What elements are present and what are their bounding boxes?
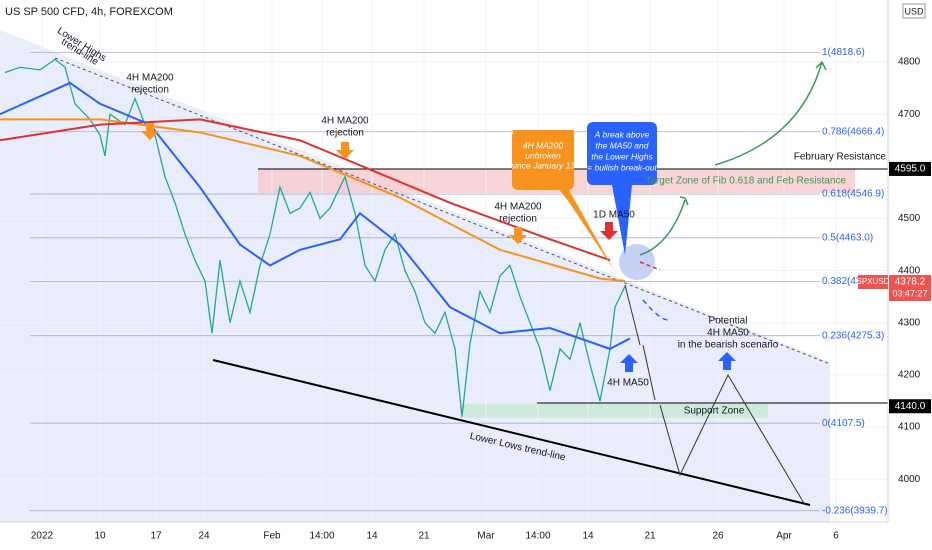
arrow-down — [336, 142, 354, 159]
fib-label: 0.786(4666.4) — [822, 126, 884, 137]
price-tag-label: 4595.0 — [895, 164, 926, 175]
grid — [0, 0, 888, 522]
note: 4H MA200 — [494, 202, 542, 213]
ma50-projection — [642, 299, 669, 321]
arrow-up — [718, 352, 736, 370]
x-tick-label: 21 — [418, 531, 430, 542]
x-tick-label: 17 — [150, 531, 162, 542]
callout-box — [512, 130, 574, 190]
note: unbroken — [525, 150, 561, 160]
callout-tail — [612, 185, 632, 255]
note: A break above — [594, 129, 650, 139]
currency: USD — [904, 6, 924, 16]
note: Support Zone — [684, 406, 745, 417]
support-zone — [460, 404, 768, 418]
y-tick-label: 4300 — [898, 317, 921, 328]
y-tick-label: 4400 — [898, 265, 921, 276]
price-axis — [888, 0, 932, 550]
countdown: 03:47:27 — [892, 288, 927, 298]
fib-levels: 1(4818.6) 0.786(4666.4) 0.618(4546.9) 0.5(4… — [30, 47, 888, 516]
symbol-label: SPXUSD — [857, 277, 890, 286]
price-tag-label: 4140.0 — [895, 401, 926, 412]
fib-label: 0.236(4275.3) — [822, 330, 884, 341]
note: 4H MA50 — [607, 378, 649, 389]
note: 4H MA50 — [707, 328, 749, 339]
lower-highs-line — [54, 57, 831, 365]
x-tick-label: 14:00 — [525, 531, 550, 542]
arrow-up — [620, 354, 638, 372]
y-tick-label: 4700 — [898, 109, 921, 120]
series-line — [0, 118, 626, 283]
x-tick-label: 2022 — [31, 531, 54, 542]
fib-label: -0.236(3939.7) — [822, 505, 888, 516]
channel — [0, 30, 830, 522]
x-tick-label: 14:00 — [309, 531, 334, 542]
x-tick-label: Feb — [263, 531, 281, 542]
x-tick-label: 21 — [644, 531, 656, 542]
note: rejection — [499, 214, 537, 225]
fib-label: 0(4107.5) — [822, 418, 865, 429]
series-line — [0, 118, 611, 262]
lower-lows-line — [212, 359, 811, 506]
note: 4H MA200 — [321, 116, 369, 127]
note: in the bearish scenario — [678, 340, 779, 351]
symbol-tag — [858, 275, 888, 290]
x-tick-label: 14 — [582, 531, 594, 542]
series-line — [0, 81, 631, 350]
note: 4H MA200 — [523, 140, 563, 150]
note: the Lower Highs — [591, 151, 653, 161]
arrow-head — [679, 196, 689, 206]
arrow-down — [141, 123, 159, 140]
title: US SP 500 CFD, 4h, FOREXCOM — [5, 6, 173, 18]
x-tick-label: Apr — [776, 531, 792, 542]
x-tick-label: Mar — [477, 531, 495, 542]
note: Potential — [709, 316, 748, 327]
note: the MA50 and — [596, 140, 649, 150]
y-tick-label: 4800 — [898, 57, 921, 68]
price-tag — [889, 399, 931, 414]
y-tick-label: 4200 — [898, 370, 921, 381]
note: Target Zone of Fib 0.618 and Feb Resista… — [645, 176, 846, 187]
note: since January 13 — [511, 160, 576, 170]
fib-label: 0.5(4463.0) — [822, 232, 873, 243]
x-tick-label: 10 — [94, 531, 106, 542]
fib-label: 1(4818.6) — [822, 47, 865, 58]
fib-label: 0.618(4546.9) — [822, 189, 884, 200]
note: 4H MA200 — [126, 73, 174, 84]
note: = bullish break-out — [587, 162, 657, 172]
bull-arrow-big — [714, 61, 823, 166]
x-tick-label: 6 — [833, 531, 839, 542]
axes: 4000 4100 4200 4300 4400 4500 4700 4800 2022 10 17… — [31, 57, 931, 542]
y-tick-label: 4500 — [898, 213, 921, 224]
arrow-head — [815, 60, 827, 71]
y-tick-label: 4000 — [898, 474, 921, 485]
currency-box — [902, 3, 926, 19]
note: 1D MA50 — [593, 210, 635, 221]
bear-scenario — [624, 284, 806, 506]
x-tick-label: 14 — [366, 531, 378, 542]
bull-arrow-small — [639, 199, 686, 256]
note: rejection — [131, 85, 169, 96]
x-tick-label: 24 — [198, 531, 210, 542]
price-tag — [889, 161, 931, 176]
note: February Resistance — [794, 152, 887, 163]
arrow-down — [600, 222, 618, 240]
last-price-tag — [889, 275, 931, 302]
callout-box — [587, 122, 657, 185]
note: rejection — [326, 128, 364, 139]
arrow-down — [509, 227, 527, 244]
y-tick-label: 4100 — [898, 422, 921, 433]
series — [0, 58, 631, 417]
fib-label: 0.382(4379 — [822, 276, 873, 287]
ma-projection — [639, 261, 661, 271]
series-line — [4, 58, 626, 417]
x-tick-label: 26 — [712, 531, 724, 542]
last-price: 4378.2 — [895, 277, 926, 288]
